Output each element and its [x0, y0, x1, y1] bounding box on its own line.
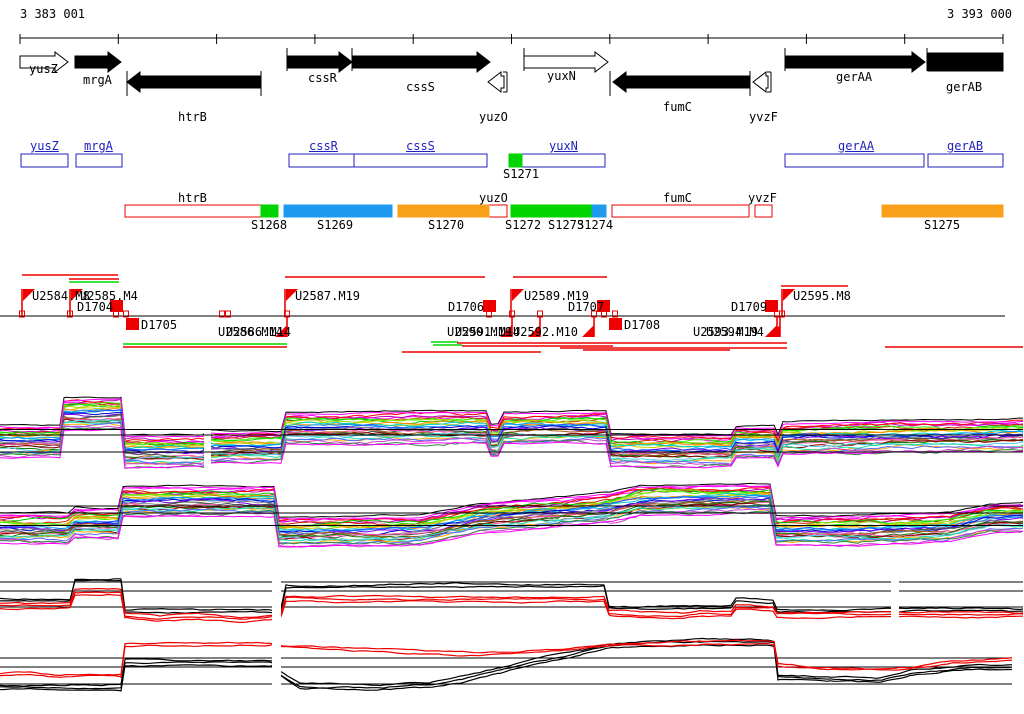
profile-line [0, 509, 1024, 545]
probe-flag-down-U2594.M4[interactable] [768, 325, 780, 337]
operon-box-yusZ[interactable] [20, 153, 69, 168]
probe-flag-down-U2591.M14[interactable] [528, 325, 540, 337]
profile-line [0, 644, 1012, 692]
expression-band-3 [0, 572, 1024, 624]
profile-line [0, 421, 1024, 464]
profile-line [0, 482, 1024, 518]
probe-tick-square [537, 310, 543, 318]
probe-tick-square [123, 310, 129, 318]
profile-line [0, 419, 1024, 460]
probe-flag-down-U2592.M10[interactable] [582, 325, 594, 337]
probe-tick-square [219, 310, 225, 318]
probe-square-D1705[interactable] [126, 318, 139, 330]
profile-line [0, 489, 1024, 528]
probe-flag-down-U2590.M19[interactable] [500, 325, 512, 337]
probe-tick-square [19, 310, 25, 318]
profile-line [0, 398, 1024, 439]
profile-line [0, 406, 1024, 449]
probe-tick-square [612, 310, 618, 318]
operon-box-gerAB[interactable] [927, 153, 1004, 168]
probe-square-D1706[interactable] [483, 300, 496, 312]
segment-S1268[interactable] [260, 204, 279, 218]
probe-tick-square [113, 310, 119, 318]
gene-arrow-cssR[interactable] [287, 50, 353, 74]
profile-line [0, 587, 1024, 619]
gene-arrow-yvzF[interactable] [752, 70, 769, 94]
profile-line [0, 640, 1013, 690]
operon-box-mrgA[interactable] [75, 153, 123, 168]
operon-box-yuxN[interactable] [521, 153, 606, 168]
profile-line [0, 593, 1023, 624]
segment-S1275[interactable] [881, 204, 1004, 218]
operon-box-cssR[interactable] [288, 153, 355, 168]
probe-tick-square [284, 310, 290, 318]
profile-line [0, 579, 1023, 614]
profile-line [0, 413, 1023, 456]
profile-line [0, 424, 1024, 467]
profile-line [0, 504, 1024, 543]
gene-arrow-fumC[interactable] [612, 70, 750, 94]
profile-line [0, 642, 1013, 679]
segment-S1274[interactable] [591, 204, 607, 218]
probe-flag-up-U2584.M8[interactable] [23, 289, 35, 301]
probe-tick-square [601, 310, 607, 318]
gene-arrow-yuxN[interactable] [523, 50, 609, 74]
profile-line [0, 591, 1024, 620]
expression-band-4 [0, 633, 1013, 693]
segment-S1269[interactable] [283, 204, 393, 218]
probe-tick-square [67, 310, 73, 318]
segment-S1271[interactable] [508, 153, 523, 168]
profile-line [0, 419, 1024, 461]
probe-square-D1708[interactable] [609, 318, 622, 330]
probe-tick-square [779, 310, 785, 318]
expression-band-2 [0, 482, 1024, 548]
profile-line [0, 484, 1024, 523]
probe-tick-square [591, 310, 597, 318]
probe-flag-up-U2585.M4[interactable] [71, 289, 83, 301]
plot-gap [891, 572, 899, 624]
probe-tick-square [225, 310, 231, 318]
profile-line [0, 637, 1013, 687]
segment-S1270[interactable] [397, 204, 490, 218]
plot-gap [272, 572, 281, 624]
gene-arrow-gerAA[interactable] [784, 50, 926, 74]
probe-square-D1704[interactable] [110, 300, 123, 312]
profile-line [0, 485, 1024, 520]
plot-gap [272, 633, 281, 693]
gene-segment-box-yuzO[interactable] [488, 204, 508, 218]
expression-band-1 [0, 393, 1024, 471]
probe-flag-up-U2595.M8[interactable] [783, 289, 795, 301]
probe-tick-square [509, 310, 515, 318]
operon-box-gerAA[interactable] [784, 153, 925, 168]
profile-line [0, 512, 1024, 548]
gene-arrow-gerAB[interactable] [927, 52, 1004, 72]
gene-arrow-cssS[interactable] [351, 50, 491, 74]
segment-S1272[interactable] [510, 204, 561, 218]
gene-segment-box-fumC[interactable] [611, 204, 750, 218]
probe-flag-up-U2589.M19[interactable] [512, 289, 524, 301]
profile-line [0, 506, 1024, 545]
probe-flag-down-U2586.M14[interactable] [275, 325, 287, 337]
profile-line [0, 578, 1024, 612]
profile-line [0, 399, 1024, 444]
probe-square-D1709[interactable] [765, 300, 778, 312]
gene-segment-box-htrB[interactable] [124, 204, 262, 218]
probe-square-D1707[interactable] [597, 300, 610, 312]
profile-line [0, 495, 1024, 535]
profile-line [0, 418, 1024, 462]
gene-arrow-mrgA[interactable] [74, 50, 122, 74]
gene-segment-box-yvzF[interactable] [754, 204, 773, 218]
gene-arrow-yuzO[interactable] [487, 70, 505, 94]
gene-arrow-htrB[interactable] [126, 70, 262, 94]
segment-S1273[interactable] [559, 204, 593, 218]
plot-gap [204, 393, 211, 471]
profile-line [0, 639, 1013, 677]
probe-tick-square [486, 310, 492, 318]
operon-box-cssS[interactable] [353, 153, 488, 168]
probe-flag-up-U2587.M19[interactable] [286, 289, 298, 301]
profile-line [0, 428, 1024, 469]
gene-arrow-yusZ[interactable] [19, 50, 69, 74]
